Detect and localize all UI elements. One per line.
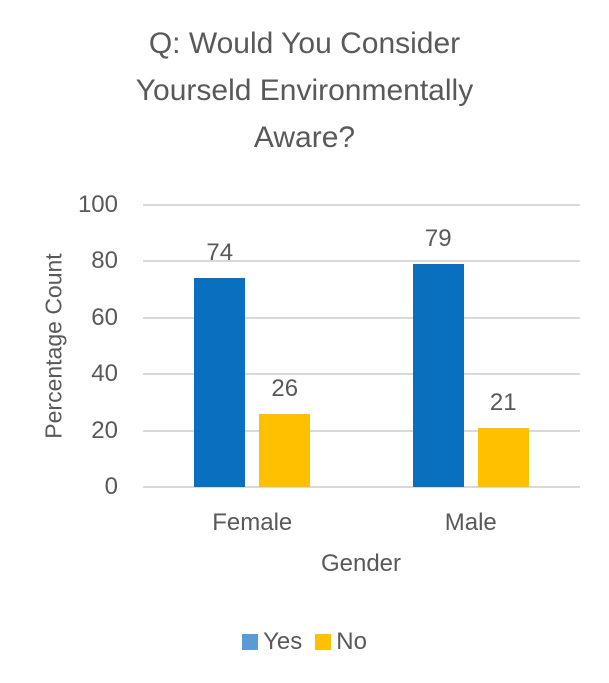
bar-female-yes — [194, 278, 246, 487]
legend-marker-yes — [242, 634, 259, 650]
gridline-40 — [143, 373, 580, 376]
chart-title-line-2: Yourseld Environmentally — [135, 74, 474, 107]
category-label-male: Male — [444, 509, 497, 536]
legend-label-yes: Yes — [263, 628, 303, 655]
legend-label-no: No — [336, 628, 367, 655]
value-label-female-yes: 74 — [206, 239, 234, 267]
value-label-female-no: 26 — [271, 374, 299, 402]
legend-item-yes: Yes — [242, 628, 303, 655]
plot-area: 74 26 79 21 — [143, 204, 580, 488]
bar-female-no — [259, 413, 311, 487]
y-tick-label-60: 60 — [91, 303, 118, 331]
category-label-female: Female — [212, 509, 293, 536]
y-axis-title: Percentage Count — [40, 253, 67, 439]
chart-title: Q: Would You Consider Yourseld Environme… — [0, 20, 609, 161]
gridline-20 — [143, 429, 580, 432]
y-tick-label-20: 20 — [91, 416, 118, 444]
gridline-80 — [143, 260, 580, 263]
y-tick-label-100: 100 — [77, 191, 118, 218]
value-label-male-no: 21 — [489, 388, 517, 416]
bar-male-yes — [412, 264, 464, 487]
x-axis-title: Gender — [320, 550, 402, 577]
legend: Yes No — [0, 628, 609, 655]
bar-male-no — [477, 427, 529, 487]
gridline-60 — [143, 316, 580, 319]
gridline-100 — [143, 204, 580, 206]
y-tick-label-40: 40 — [91, 360, 118, 388]
value-label-male-yes: 79 — [424, 225, 452, 253]
y-tick-label-80: 80 — [91, 247, 118, 275]
gridline-0 — [143, 486, 580, 488]
chart-title-line-3: Aware? — [253, 121, 356, 154]
legend-item-no: No — [315, 628, 367, 655]
legend-marker-no — [315, 634, 332, 650]
y-tick-label-0: 0 — [104, 473, 118, 500]
chart-title-line-1: Q: Would You Consider — [148, 27, 461, 60]
